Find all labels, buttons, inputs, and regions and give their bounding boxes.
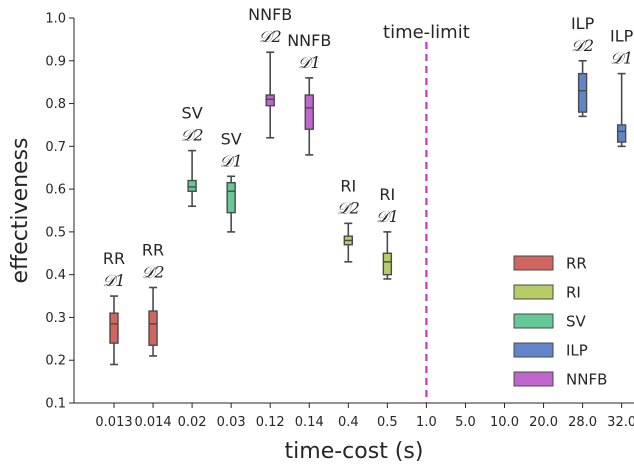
y-tick-label: 0.8	[45, 97, 66, 112]
box-rr-0.013	[109, 295, 119, 366]
annotation-nnfb-0.12: NNFB 𝒟2	[248, 5, 292, 46]
x-axis: 0.013 0.014 0.02 0.03 0.12 0.14 0.4 0.5 1.0 5.0 10…	[95, 403, 634, 430]
box-nnfb-0.14	[304, 77, 314, 156]
x-tick-label: 0.12	[256, 415, 285, 430]
legend-swatch	[513, 371, 554, 387]
time-limit-line: time-limit	[383, 22, 470, 403]
box-ri-0.4	[343, 222, 353, 263]
x-tick-label: 0.014	[134, 415, 171, 430]
box-body	[265, 94, 275, 107]
box-ilp-28.0	[577, 59, 588, 118]
legend-entry-ri: RI	[513, 284, 581, 302]
y-tick-label: 0.9	[45, 54, 66, 69]
y-axis: 0.1 0.2 0.3 0.4 0.5 0.6 0.7 0.8 0.9 1.0	[45, 12, 74, 412]
annotation-dataset: 𝒟2	[142, 263, 165, 282]
box-body	[109, 312, 119, 344]
y-tick-label: 0.4	[45, 268, 66, 283]
box-ilp-32.0	[616, 72, 627, 148]
annotation-dataset: 𝒟1	[376, 207, 399, 226]
annotation-method: RR	[142, 241, 164, 260]
legend-swatch	[513, 255, 554, 271]
x-tick-label: 5.0	[455, 415, 476, 430]
legend: RR RI SV ILP NNFB	[513, 255, 607, 389]
annotation-ilp-32.0: ILP 𝒟1	[610, 27, 634, 68]
x-tick-label: 32.0	[607, 415, 634, 430]
legend-label: RI	[566, 284, 581, 302]
x-tick-label: 20.0	[529, 415, 558, 430]
annotation-method: ILP	[610, 27, 634, 46]
annotation-dataset: 𝒟1	[610, 49, 633, 68]
annotation-dataset: 𝒟2	[259, 27, 282, 46]
plot-area	[73, 18, 634, 404]
x-tick-label: 0.013	[95, 415, 132, 430]
box-nnfb-0.12	[265, 51, 275, 139]
annotation-ri-0.5: RI 𝒟1	[376, 185, 399, 226]
legend-label: RR	[566, 255, 587, 273]
annotation-method: SV	[182, 104, 203, 123]
legend-label: NNFB	[566, 371, 607, 389]
y-axis-label: effectiveness	[8, 137, 33, 283]
box-body	[382, 252, 393, 276]
annotation-method: NNFB	[248, 5, 292, 24]
x-tick-label: 1.0	[416, 415, 437, 430]
boxes	[109, 51, 627, 366]
y-tick-label: 0.5	[45, 225, 66, 240]
legend-entry-sv: SV	[513, 313, 587, 331]
annotation-method: SV	[221, 129, 242, 148]
time-limit-label: time-limit	[383, 22, 470, 43]
x-tick-label: 10.0	[490, 415, 519, 430]
annotation-method: RI	[379, 185, 395, 204]
x-tick-label: 0.5	[377, 415, 398, 430]
legend-swatch	[513, 313, 554, 329]
box-body	[148, 310, 158, 346]
annotation-dataset: 𝒟2	[181, 126, 204, 145]
x-tick-label: 0.4	[338, 415, 359, 430]
annotation-nnfb-0.14: NNFB 𝒟1	[287, 31, 331, 72]
x-axis-label: time-cost (s)	[285, 439, 424, 464]
box-body	[577, 72, 588, 113]
annotation-dataset: 𝒟1	[298, 53, 321, 72]
y-tick-label: 0.6	[45, 183, 66, 198]
y-tick-label: 0.2	[45, 354, 66, 369]
y-tick-label: 0.7	[45, 140, 66, 155]
annotation-rr-0.014: RR 𝒟2	[142, 241, 165, 282]
legend-entry-ilp: ILP	[513, 342, 588, 360]
box-body	[226, 181, 236, 214]
annotation-ri-0.4: RI 𝒟2	[337, 176, 360, 217]
box-body	[616, 124, 627, 143]
legend-entry-nnfb: NNFB	[513, 371, 607, 389]
x-tick-label: 0.14	[295, 415, 324, 430]
annotation-rr-0.013: RR 𝒟1	[103, 249, 126, 290]
y-tick-label: 0.3	[45, 311, 66, 326]
legend-swatch	[513, 284, 554, 300]
annotation-ilp-28.0: ILP 𝒟2	[571, 14, 595, 55]
x-tick-label: 0.03	[217, 415, 246, 430]
annotation-method: ILP	[571, 14, 595, 33]
legend-label: ILP	[566, 342, 588, 360]
annotation-sv-0.02: SV 𝒟2	[181, 104, 204, 145]
box-ri-0.5	[382, 231, 393, 280]
box-rr-0.014	[148, 286, 158, 357]
box-body	[187, 179, 197, 192]
annotation-dataset: 𝒟2	[337, 198, 360, 217]
box-annotations: RR 𝒟1 RR 𝒟2 SV 𝒟2 SV 𝒟1 NNFB 𝒟2 NNFB 𝒟1 RI 𝒟2 RI 𝒟1 ILP 𝒟…	[103, 5, 634, 290]
legend-label: SV	[566, 313, 587, 331]
annotation-sv-0.03: SV 𝒟1	[220, 129, 243, 170]
box-body	[304, 94, 314, 130]
annotation-dataset: 𝒟1	[103, 271, 126, 290]
annotation-dataset: 𝒟2	[571, 36, 594, 55]
annotation-method: RI	[340, 176, 356, 195]
x-tick-label: 28.0	[568, 415, 597, 430]
legend-swatch	[513, 342, 554, 358]
x-tick-label: 0.02	[178, 415, 207, 430]
annotation-method: RR	[103, 249, 125, 268]
legend-entry-rr: RR	[513, 255, 587, 273]
box-sv-0.02	[187, 149, 197, 208]
y-tick-label: 1.0	[45, 12, 66, 27]
box-sv-0.03	[226, 175, 236, 233]
y-tick-label: 0.1	[45, 397, 66, 412]
annotation-method: NNFB	[287, 31, 331, 50]
annotation-dataset: 𝒟1	[220, 151, 243, 170]
